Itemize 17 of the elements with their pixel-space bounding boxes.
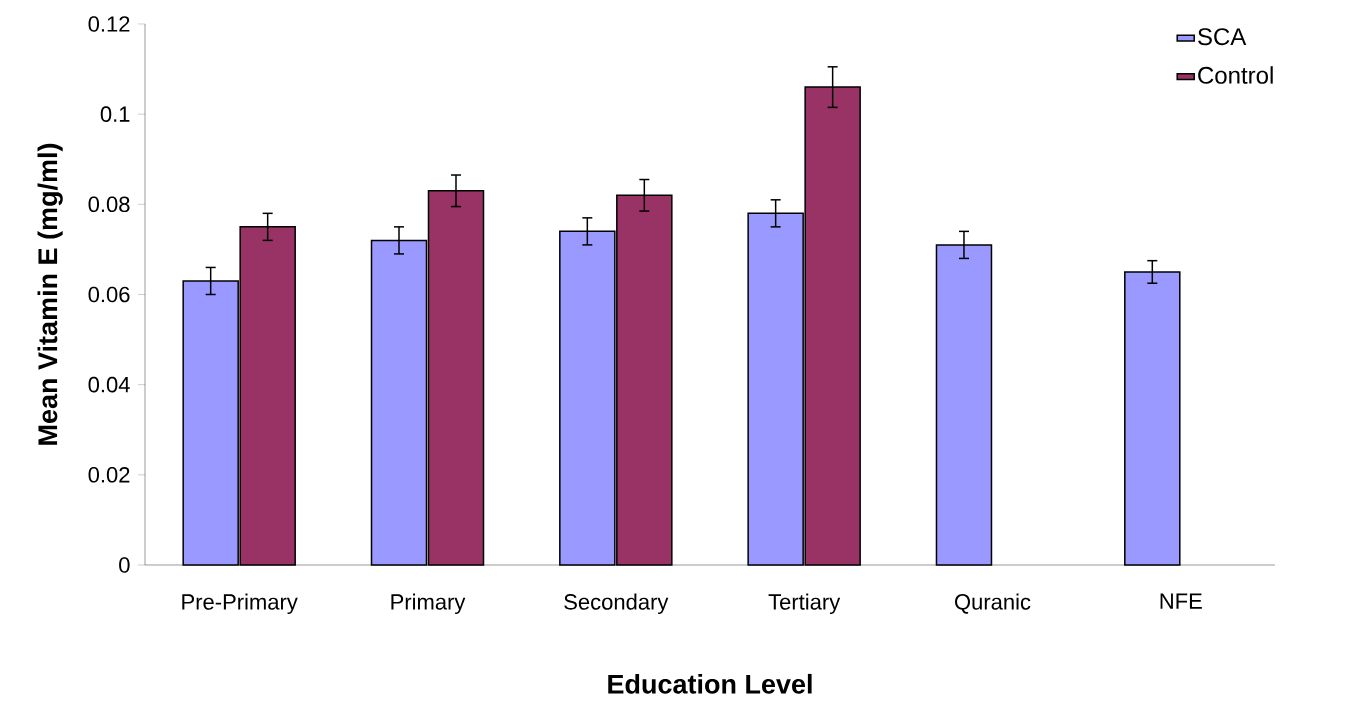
y-tick-label: 0.06	[88, 286, 130, 303]
x-tick-label: Tertiary	[768, 593, 841, 615]
x-axis-title: Education Level	[608, 673, 812, 694]
y-tick-label: 0	[119, 557, 130, 573]
y-tick-label: 0.08	[88, 196, 130, 213]
x-tick-label: Primary	[391, 593, 466, 615]
x-tick-label: Pre-Primary	[182, 593, 298, 615]
y-axis-title: Mean Vitamin E (mg/ml)	[37, 143, 63, 445]
x-tick-label: Secondary	[564, 593, 669, 615]
y-tick-label: 0.04	[88, 376, 130, 393]
x-tick-label: Quranic	[955, 593, 1031, 614]
y-tick-label: 0.12	[88, 16, 130, 32]
legend-label: Control	[1198, 66, 1273, 84]
legend-label: SCA	[1198, 28, 1247, 46]
x-tick-label: NFE	[1160, 593, 1202, 609]
y-tick-label: 0.02	[88, 467, 130, 483]
y-tick-label: 0.1	[100, 106, 130, 122]
